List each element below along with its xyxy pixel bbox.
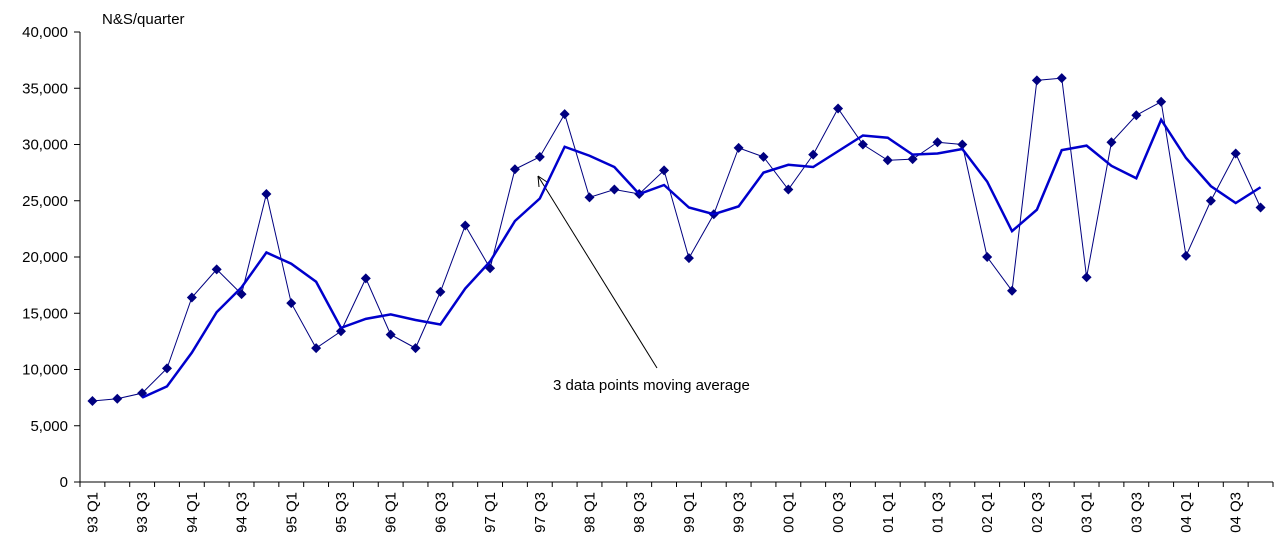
x-tick-label: 00 Q3	[830, 492, 847, 533]
y-tick-label: 5,000	[30, 418, 68, 435]
x-tick-label: 97 Q1	[482, 492, 499, 533]
y-tick-label: 20,000	[22, 249, 68, 266]
data-point	[1230, 148, 1241, 159]
x-tick-label: 03 Q3	[1128, 492, 1145, 533]
x-tick-label: 93 Q1	[84, 492, 101, 533]
data-point	[112, 393, 123, 404]
data-point	[385, 329, 396, 340]
data-point	[733, 142, 744, 153]
data-point	[410, 343, 421, 354]
data-point	[1106, 137, 1117, 148]
x-tick-label: 94 Q3	[234, 492, 251, 533]
x-tick-label: 97 Q3	[532, 492, 549, 533]
data-point	[932, 137, 943, 148]
data-point	[534, 151, 545, 162]
y-tick-label: 0	[60, 474, 68, 491]
x-tick-label: 95 Q3	[333, 492, 350, 533]
data-point	[957, 139, 968, 150]
data-point	[261, 189, 272, 199]
data-point	[335, 326, 346, 337]
data-point	[1081, 272, 1092, 283]
x-tick-label: 98 Q3	[631, 492, 648, 533]
x-tick-label: 01 Q1	[880, 492, 897, 533]
x-tick-label: 95 Q1	[283, 492, 300, 533]
data-point	[286, 298, 297, 309]
y-tick-label: 10,000	[22, 362, 68, 379]
data-point	[1056, 73, 1067, 84]
x-tick-label: 04 Q3	[1228, 492, 1245, 533]
data-point	[1156, 96, 1167, 107]
series-line	[92, 77, 1262, 402]
data-point	[435, 286, 446, 297]
x-tick-label: 99 Q3	[731, 492, 748, 533]
x-tick-label: 01 Q3	[929, 492, 946, 533]
data-point	[460, 220, 471, 231]
data-point	[584, 192, 595, 203]
data-point	[1007, 285, 1018, 296]
data-point	[161, 363, 172, 374]
data-point	[882, 155, 893, 166]
x-tick-label: 04 Q1	[1178, 492, 1195, 533]
x-tick-label: 02 Q3	[1029, 492, 1046, 533]
data-point	[311, 343, 322, 354]
data-point	[1131, 110, 1142, 121]
x-tick-label: 02 Q1	[979, 492, 996, 533]
data-point	[509, 164, 520, 175]
data-point	[186, 292, 197, 303]
annotation: 3 data points moving average	[553, 377, 750, 394]
data-point	[211, 264, 222, 275]
data-point	[833, 103, 844, 114]
series-line	[141, 117, 1262, 399]
data-point	[683, 253, 694, 264]
data-point	[857, 139, 868, 150]
y-tick-label: 30,000	[22, 137, 68, 154]
x-tick-label: 94 Q1	[184, 492, 201, 533]
data-point	[783, 184, 794, 195]
data-point	[609, 184, 620, 195]
y-tick-label: 15,000	[22, 305, 68, 322]
x-tick-label: 98 Q1	[582, 492, 599, 533]
x-tick-label: 96 Q1	[383, 492, 400, 533]
annotation-arrow	[537, 175, 658, 369]
x-tick-label: 00 Q1	[780, 492, 797, 533]
data-point	[1031, 75, 1042, 86]
data-point	[758, 151, 769, 162]
y-tick-label: 40,000	[22, 24, 68, 41]
x-tick-label: 96 Q3	[432, 492, 449, 533]
y-tick-label: 35,000	[22, 80, 68, 97]
data-point	[1205, 195, 1216, 206]
y-tick-label: 25,000	[22, 193, 68, 210]
data-point	[559, 109, 570, 120]
data-point	[659, 165, 670, 176]
x-tick-label: 99 Q1	[681, 492, 698, 533]
data-point	[907, 154, 918, 165]
x-tick-label: 03 Q1	[1079, 492, 1096, 533]
data-point	[808, 149, 819, 160]
x-tick-label: 93 Q3	[134, 492, 151, 533]
data-point	[360, 273, 371, 284]
data-point	[982, 252, 993, 262]
y-axis-label: N&S/quarter	[102, 11, 185, 28]
data-point	[87, 396, 98, 406]
annotation-arrowhead	[537, 175, 548, 188]
data-point	[1255, 202, 1266, 213]
data-point	[1181, 250, 1192, 261]
